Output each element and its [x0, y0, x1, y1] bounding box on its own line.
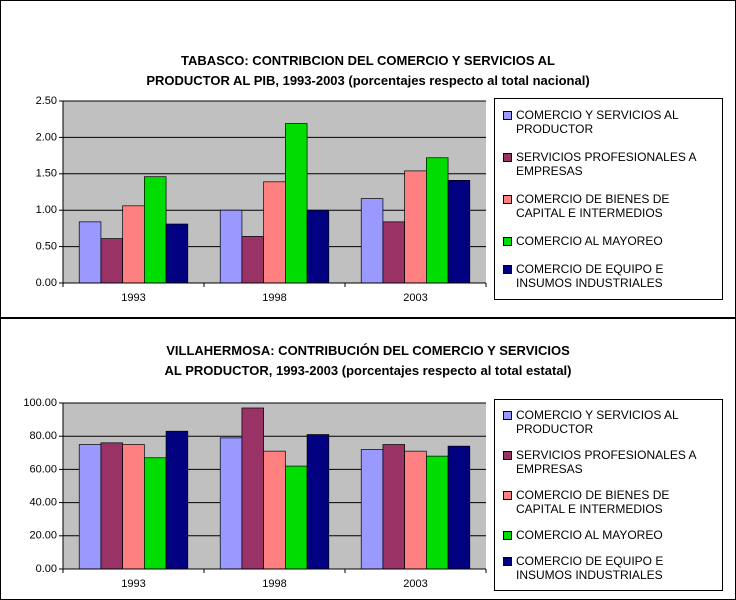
- legend-label: COMERCIO DE EQUIPO E INSUMOS INDUSTRIALE…: [516, 262, 664, 290]
- bar: [360, 449, 384, 570]
- legend-label: SERVICIOS PROFESIONALES A EMPRESAS: [516, 448, 696, 476]
- bar: [306, 209, 330, 284]
- legend-swatch: [503, 557, 512, 566]
- title-line: VILLAHERMOSA: CONTRIBUCIÓN DEL COMERCIO …: [166, 343, 570, 358]
- title-line: PRODUCTOR AL PIB, 1993-2003 (porcentajes…: [146, 73, 590, 88]
- bar: [263, 450, 286, 570]
- bar: [219, 209, 243, 284]
- legend-item: COMERCIO Y SERVICIOS AL PRODUCTOR: [495, 408, 722, 436]
- y-tick-label: 2.00: [36, 131, 57, 143]
- y-tick-label: 0.50: [36, 241, 57, 253]
- legend-swatch: [503, 531, 512, 540]
- chart-title: TABASCO: CONTRIBCION DEL COMERCIO Y SERV…: [1, 51, 735, 91]
- legend-swatch: [503, 265, 512, 274]
- y-tick-label: 2.50: [36, 95, 57, 107]
- legend-item: COMERCIO DE BIENES DE CAPITAL E INTERMED…: [495, 192, 722, 220]
- legend-label: COMERCIO DE BIENES DE CAPITAL E INTERMED…: [516, 488, 670, 516]
- bar: [219, 437, 243, 570]
- legend-swatch: [503, 411, 512, 420]
- bar: [165, 223, 189, 284]
- legend-item: COMERCIO AL MAYOREO: [495, 234, 722, 248]
- y-tick-label: 20.00: [29, 530, 57, 542]
- legend-swatch: [503, 195, 512, 204]
- bar: [263, 181, 286, 284]
- x-tick-label: 1993: [121, 578, 145, 590]
- y-tick-label: 1.00: [36, 204, 57, 216]
- legend-swatch: [503, 451, 512, 460]
- bar: [382, 221, 405, 284]
- legend-item: SERVICIOS PROFESIONALES A EMPRESAS: [495, 150, 722, 178]
- bar: [447, 445, 471, 570]
- legend: COMERCIO Y SERVICIOS AL PRODUCTOR SERVICI…: [494, 399, 723, 591]
- legend-label: COMERCIO DE EQUIPO E INSUMOS INDUSTRIALE…: [516, 554, 664, 582]
- bar: [404, 170, 427, 284]
- bar: [241, 407, 264, 570]
- bar: [447, 180, 471, 284]
- legend-label: COMERCIO AL MAYOREO: [516, 528, 663, 542]
- legend-swatch: [503, 491, 512, 500]
- legend-label: SERVICIOS PROFESIONALES A EMPRESAS: [516, 150, 696, 178]
- legend-item: COMERCIO Y SERVICIOS AL PRODUCTOR: [495, 108, 722, 136]
- bar: [122, 444, 145, 570]
- legend-label: COMERCIO AL MAYOREO: [516, 234, 663, 248]
- bar: [382, 444, 405, 570]
- bar: [285, 465, 308, 570]
- x-tick-label: 1998: [262, 578, 286, 590]
- legend: COMERCIO Y SERVICIOS AL PRODUCTOR SERVICI…: [494, 98, 723, 300]
- legend-label: COMERCIO Y SERVICIOS AL PRODUCTOR: [516, 408, 679, 436]
- y-tick-label: 0.00: [36, 563, 57, 575]
- bar: [404, 450, 427, 570]
- bar: [78, 221, 102, 284]
- x-tick-label: 2003: [403, 292, 427, 304]
- chart-title: VILLAHERMOSA: CONTRIBUCIÓN DEL COMERCIO …: [1, 341, 735, 381]
- bar: [144, 176, 167, 284]
- legend-item: SERVICIOS PROFESIONALES A EMPRESAS: [495, 448, 722, 476]
- legend-swatch: [503, 237, 512, 246]
- y-tick-label: 60.00: [29, 463, 57, 475]
- bar: [165, 430, 189, 570]
- bar: [78, 444, 102, 570]
- plot: 0.00 20.00 40.00 60.00 80.00 100.00 1993 1998 20…: [23, 397, 487, 590]
- bar: [360, 198, 384, 284]
- y-tick-label: 0.00: [36, 277, 57, 289]
- chart-panel: VILLAHERMOSA: CONTRIBUCIÓN DEL COMERCIO …: [0, 318, 736, 600]
- title-line: AL PRODUCTOR, 1993-2003 (porcentajes res…: [164, 363, 572, 378]
- legend-item: COMERCIO DE EQUIPO E INSUMOS INDUSTRIALE…: [495, 262, 722, 290]
- legend-item: COMERCIO DE BIENES DE CAPITAL E INTERMED…: [495, 488, 722, 516]
- legend-item: COMERCIO AL MAYOREO: [495, 528, 722, 542]
- legend-swatch: [503, 153, 512, 162]
- plot: 0.00 0.50 1.00 1.50 2.00 2.50 1993 1998 2003: [36, 95, 487, 304]
- y-tick-label: 1.50: [36, 168, 57, 180]
- y-tick-label: 40.00: [29, 497, 57, 509]
- bar: [122, 205, 145, 284]
- legend-label: COMERCIO Y SERVICIOS AL PRODUCTOR: [516, 108, 679, 136]
- y-tick-label: 100.00: [23, 397, 57, 409]
- title-line: TABASCO: CONTRIBCION DEL COMERCIO Y SERV…: [181, 53, 555, 68]
- chart-panel: TABASCO: CONTRIBCION DEL COMERCIO Y SERV…: [0, 0, 736, 318]
- bar: [426, 455, 449, 570]
- x-tick-label: 1993: [121, 292, 145, 304]
- bar: [426, 157, 449, 284]
- legend-label: COMERCIO DE BIENES DE CAPITAL E INTERMED…: [516, 192, 670, 220]
- bar: [100, 238, 123, 284]
- bar: [306, 434, 330, 570]
- bar: [100, 442, 123, 570]
- legend-item: COMERCIO DE EQUIPO E INSUMOS INDUSTRIALE…: [495, 554, 722, 582]
- bar: [144, 457, 167, 570]
- x-tick-label: 2003: [403, 578, 427, 590]
- bar: [241, 236, 264, 284]
- legend-swatch: [503, 111, 512, 120]
- y-tick-label: 80.00: [29, 430, 57, 442]
- bar: [285, 123, 308, 284]
- x-tick-label: 1998: [262, 292, 286, 304]
